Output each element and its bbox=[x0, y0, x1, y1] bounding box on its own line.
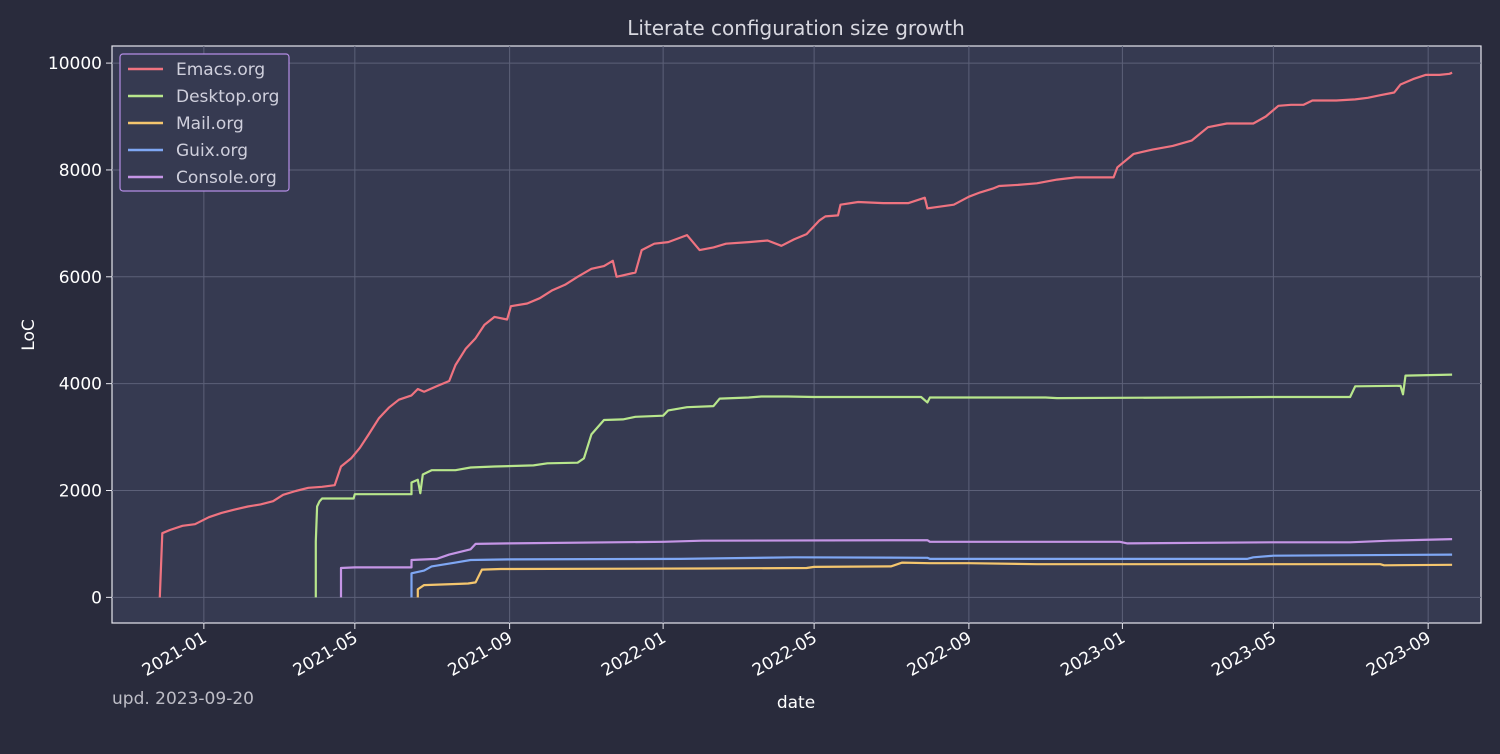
x-tick-label: 2021-05 bbox=[290, 628, 362, 681]
y-tick-label: 2000 bbox=[59, 482, 102, 502]
x-tick-label: 2021-09 bbox=[445, 628, 517, 681]
series-lines bbox=[158, 71, 1453, 598]
y-tick-label: 8000 bbox=[59, 161, 102, 181]
series-line-mail-org bbox=[416, 561, 1453, 598]
chart-title: Literate configuration size growth bbox=[627, 16, 965, 40]
legend-label: Emacs.org bbox=[176, 60, 265, 80]
y-tick-label: 6000 bbox=[59, 268, 102, 288]
y-axis-label: LoC bbox=[19, 319, 39, 350]
legend-label: Console.org bbox=[176, 168, 277, 188]
y-ticks: 0 2000 4000 6000 8000 10000 bbox=[48, 54, 112, 608]
legend-box bbox=[119, 53, 290, 192]
x-tick-label: 2023-05 bbox=[1208, 628, 1280, 681]
series-line-emacs-org bbox=[158, 71, 1453, 598]
x-tick-label: 2021-01 bbox=[139, 628, 211, 681]
legend-label: Mail.org bbox=[176, 114, 244, 134]
series-line-desktop-org bbox=[314, 373, 1453, 598]
x-tick-label: 2023-01 bbox=[1057, 628, 1129, 681]
legend: Emacs.org Desktop.org Mail.org Guix.org Cons… bbox=[119, 53, 290, 192]
x-axis-label: date bbox=[777, 693, 815, 713]
legend-label: Desktop.org bbox=[176, 87, 279, 107]
x-ticks: 2021-01 2021-05 2021-09 2022-01 2022-05 2022-… bbox=[139, 623, 1435, 681]
y-tick-label: 4000 bbox=[59, 375, 102, 395]
x-tick-label: 2022-05 bbox=[749, 628, 821, 681]
update-footnote: upd. 2023-09-20 bbox=[112, 689, 254, 709]
y-tick-label: 10000 bbox=[48, 54, 102, 74]
y-tick-label: 0 bbox=[91, 588, 102, 608]
x-tick-label: 2023-09 bbox=[1363, 628, 1435, 681]
series-line-console-org bbox=[339, 538, 1453, 598]
legend-label: Guix.org bbox=[176, 141, 248, 161]
x-tick-label: 2022-01 bbox=[598, 628, 670, 681]
plot-area bbox=[111, 45, 1482, 624]
x-tick-label: 2022-09 bbox=[904, 628, 976, 681]
series-line-guix-org bbox=[410, 553, 1453, 598]
grid-lines bbox=[112, 46, 1481, 623]
